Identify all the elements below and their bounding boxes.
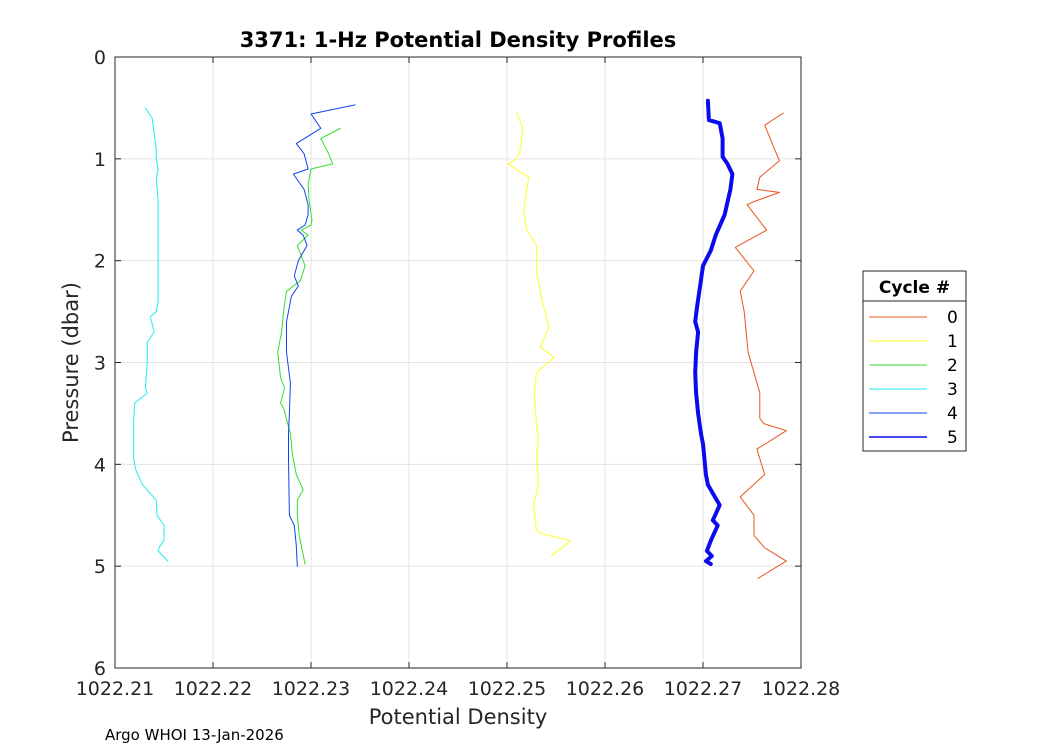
x-tick-label: 1022.25 [468, 678, 547, 700]
series-line-cycle-5 [693, 98, 735, 567]
y-tick-label: 4 [94, 454, 106, 476]
legend-label-cycle-4: 4 [947, 404, 958, 424]
y-axis-ticks: 0 1 2 3 4 5 6 [94, 47, 801, 680]
series-line-cycle-4 [286, 104, 356, 567]
series-layer [133, 98, 787, 579]
y-tick-label: 6 [94, 658, 106, 680]
legend-label-cycle-5: 5 [947, 428, 958, 448]
legend-title: Cycle # [879, 278, 950, 298]
y-tick-label: 2 [94, 251, 106, 273]
y-tick-label: 5 [94, 556, 106, 578]
x-tick-label: 1022.26 [566, 678, 645, 700]
legend-label-cycle-1: 1 [947, 332, 958, 352]
x-tick-label: 1022.21 [76, 678, 155, 700]
x-tick-label: 1022.27 [664, 678, 743, 700]
chart-title: 3371: 1-Hz Potential Density Profiles [240, 28, 677, 52]
y-tick-label: 1 [94, 149, 106, 171]
x-axis-ticks: 1022.21 1022.22 1022.23 1022.24 1022.25 1022.… [76, 57, 841, 700]
legend-label-cycle-0: 0 [947, 308, 958, 328]
series-line-cycle-1 [507, 112, 572, 557]
series-line-cycle-3 [133, 107, 169, 562]
x-tick-label: 1022.24 [370, 678, 449, 700]
legend: Cycle # 0 1 2 3 4 5 [862, 270, 967, 452]
x-axis-label: Potential Density [369, 705, 548, 729]
x-tick-label: 1022.23 [272, 678, 351, 700]
series-line-cycle-0 [734, 112, 787, 579]
y-tick-label: 0 [94, 47, 106, 69]
x-tick-label: 1022.22 [174, 678, 253, 700]
legend-label-cycle-2: 2 [947, 356, 958, 376]
legend-items: 0 1 2 3 4 5 [869, 308, 958, 448]
y-axis-label: Pressure (dbar) [59, 282, 83, 443]
series-line-cycle-2 [277, 127, 341, 565]
x-tick-label: 1022.28 [762, 678, 841, 700]
legend-label-cycle-3: 3 [947, 380, 958, 400]
footer-text: Argo WHOI 13-Jan-2026 [105, 726, 284, 744]
y-tick-label: 3 [94, 353, 106, 375]
